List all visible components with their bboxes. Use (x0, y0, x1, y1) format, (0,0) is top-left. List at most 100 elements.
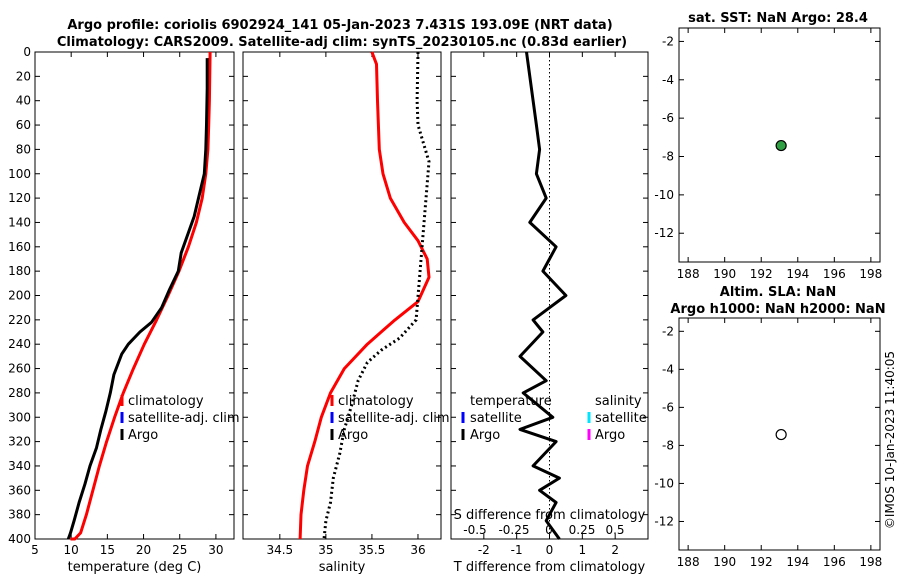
y-tick-label: 100 (8, 167, 31, 181)
y-tick-label: 140 (8, 215, 31, 229)
top-axis-label: S difference from climatology (454, 508, 646, 523)
top-tick-label: 0 (545, 523, 553, 537)
argo-line (322, 51, 431, 540)
altimetry-map-panel: 188 190 192 194 196 198 -2 -4 -6 -8 -10 -12 Altim. S… (654, 285, 885, 569)
legend-s-argo-label: Argo (595, 428, 625, 443)
y-tick-label: 200 (8, 289, 31, 303)
temperature-legend: climatology satellite-adj. clim Argo (120, 394, 240, 443)
argo-line (518, 51, 568, 540)
x-tick-label: 36 (410, 543, 425, 557)
y-tick-label: -6 (662, 400, 674, 414)
x-tick-label: 1 (579, 543, 587, 557)
y-tick-label: 240 (8, 337, 31, 351)
top-tick-label: 0.25 (569, 523, 596, 537)
x-tick-label: 194 (786, 267, 809, 281)
y-tick-label: 0 (23, 45, 31, 59)
x-tick-label: 192 (750, 267, 773, 281)
sst-map-panel: 188 190 192 194 196 198 -2 -4 -6 -8 -10 -12 sat. SST… (654, 11, 882, 281)
legend-climatology-label: climatology (128, 394, 204, 409)
legend-salinity-heading: salinity (595, 394, 642, 409)
argo-position-marker (775, 139, 787, 152)
legend-s-satellite-label: satellite (595, 411, 647, 426)
title-line-2: Climatology: CARS2009. Satellite-adj cli… (57, 35, 627, 50)
legend-t-argo-label: Argo (470, 428, 500, 443)
legend-t-satellite-label: satellite (470, 411, 522, 426)
y-tick-label: -2 (662, 324, 674, 338)
top-tick-label: 0.5 (605, 523, 624, 537)
x-tick-label: 188 (677, 267, 700, 281)
y-tick-label: 40 (16, 94, 31, 108)
map-title: Altim. SLA: NaN (720, 285, 836, 300)
x-tick-label: 10 (64, 543, 79, 557)
y-tick-label: 20 (16, 69, 31, 83)
x-axis-label: T difference from climatology (453, 560, 646, 575)
map-title: Argo h1000: NaN h2000: NaN (670, 302, 885, 317)
temperature-profile-panel: 5 10 15 20 25 3002040608010012014016018020022… (8, 45, 235, 575)
legend-satellite-label: satellite-adj. clim (128, 411, 240, 426)
x-tick-label: 190 (713, 555, 736, 569)
y-tick-label: 120 (8, 191, 31, 205)
map-frame (678, 27, 881, 263)
y-tick-label: -2 (662, 34, 674, 48)
x-tick-label: 194 (786, 555, 809, 569)
y-tick-label: -10 (654, 188, 674, 202)
y-tick-label: 340 (8, 459, 31, 473)
y-tick-label: 60 (16, 118, 31, 132)
top-tick-label: -0.25 (498, 523, 529, 537)
x-tick-label: 196 (823, 267, 846, 281)
legend-satellite-label: satellite-adj. clim (338, 411, 450, 426)
x-tick-label: 34.5 (266, 543, 293, 557)
y-tick-label: 380 (8, 508, 31, 522)
difference-profile-panel: -2 -1 0 1 2 T difference from climatology S di… (450, 51, 649, 575)
y-tick-label: 220 (8, 313, 31, 327)
legend-temperature-heading: temperature (470, 394, 552, 409)
y-tick-label: -10 (654, 476, 674, 490)
x-tick-label: 35.5 (359, 543, 386, 557)
x-tick-label: 192 (750, 555, 773, 569)
imos-watermark: ©IMOS 10-Jan-2023 11:40:05 (883, 351, 897, 529)
x-tick-label: 188 (677, 555, 700, 569)
y-tick-label: 400 (8, 532, 31, 546)
map-title: sat. SST: NaN Argo: 28.4 (688, 11, 868, 26)
plot-frame (242, 51, 442, 540)
x-tick-label: 25 (172, 543, 187, 557)
y-tick-label: 300 (8, 410, 31, 424)
y-tick-label: -12 (654, 514, 674, 528)
legend-argo-label: Argo (338, 428, 368, 443)
x-tick-label: 198 (859, 267, 882, 281)
y-tick-label: -4 (662, 73, 674, 87)
x-axis-label: salinity (319, 560, 366, 575)
salinity-profile-panel: 34.5 35 35.5 36 salinity (242, 51, 442, 575)
y-tick-label: -6 (662, 111, 674, 125)
x-tick-label: 30 (208, 543, 223, 557)
x-tick-label: 5 (31, 543, 39, 557)
y-tick-label: 260 (8, 362, 31, 376)
plot-frame (34, 51, 235, 540)
argo-position-marker (775, 428, 787, 441)
x-tick-label: -1 (511, 543, 523, 557)
y-tick-label: -12 (654, 226, 674, 240)
x-tick-label: 20 (136, 543, 151, 557)
x-tick-label: 15 (100, 543, 115, 557)
x-tick-label: 190 (713, 267, 736, 281)
x-tick-label: 0 (546, 543, 554, 557)
difference-legend: temperature satellite Argo salinity sate… (461, 394, 647, 443)
y-tick-label: 320 (8, 435, 31, 449)
x-tick-label: 198 (859, 555, 882, 569)
x-tick-label: 35 (318, 543, 333, 557)
legend-climatology-label: climatology (338, 394, 414, 409)
y-tick-label: -8 (662, 438, 674, 452)
y-tick-label: -8 (662, 150, 674, 164)
y-tick-label: 80 (16, 142, 31, 156)
climatology-line (298, 51, 431, 540)
salinity-legend: climatology satellite-adj. clim Argo (330, 394, 450, 443)
y-tick-label: -4 (662, 362, 674, 376)
top-tick-label: -0.5 (463, 523, 486, 537)
map-frame (678, 317, 881, 551)
x-tick-label: 2 (611, 543, 619, 557)
y-tick-label: 360 (8, 483, 31, 497)
legend-argo-label: Argo (128, 428, 158, 443)
x-axis-label: temperature (deg C) (68, 560, 202, 575)
climatology-line (70, 51, 212, 541)
